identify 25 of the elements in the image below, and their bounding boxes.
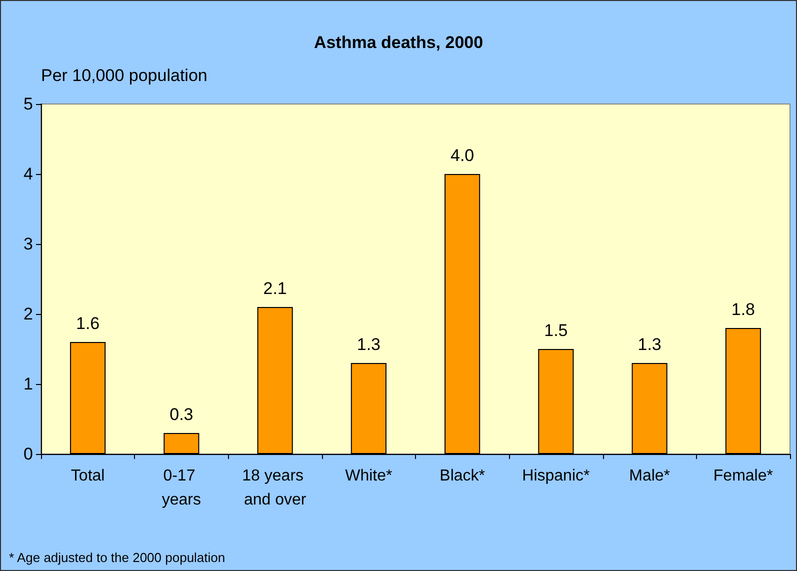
x-tick-label: White*: [345, 468, 392, 484]
y-tick-label: 2: [24, 304, 33, 324]
data-label: 1.3: [638, 335, 662, 354]
x-tick-label: Black*: [440, 468, 485, 484]
x-tick-label: Total: [70, 468, 105, 484]
data-label: 1.5: [544, 321, 568, 340]
x-tick-label: Hispanic*: [522, 468, 590, 484]
x-tick-label: 18 years and over: [242, 468, 308, 508]
y-tick-label: 3: [24, 234, 33, 254]
x-tick-label: 0-17 years: [162, 468, 201, 508]
y-tick-label: 4: [24, 164, 33, 184]
y-tick-label: 5: [24, 94, 33, 114]
data-label: 1.6: [76, 314, 100, 333]
y-tick-label: 0: [24, 444, 33, 464]
data-label: 1.8: [731, 300, 756, 319]
y-axis-title: Per 10,000 population: [41, 66, 208, 85]
data-label: 1.3: [356, 335, 381, 354]
chart-title: Asthma deaths, 2000: [314, 33, 484, 52]
x-tick-label: Female*: [713, 468, 773, 484]
text: * Age adjusted to the 2000 population: [9, 550, 226, 565]
data-label: 4.0: [450, 146, 474, 165]
x-tick-label: Male*: [629, 468, 670, 484]
data-label: 0.3: [170, 405, 194, 424]
y-tick-label: 1: [24, 374, 33, 394]
data-label: 2.1: [263, 279, 287, 298]
